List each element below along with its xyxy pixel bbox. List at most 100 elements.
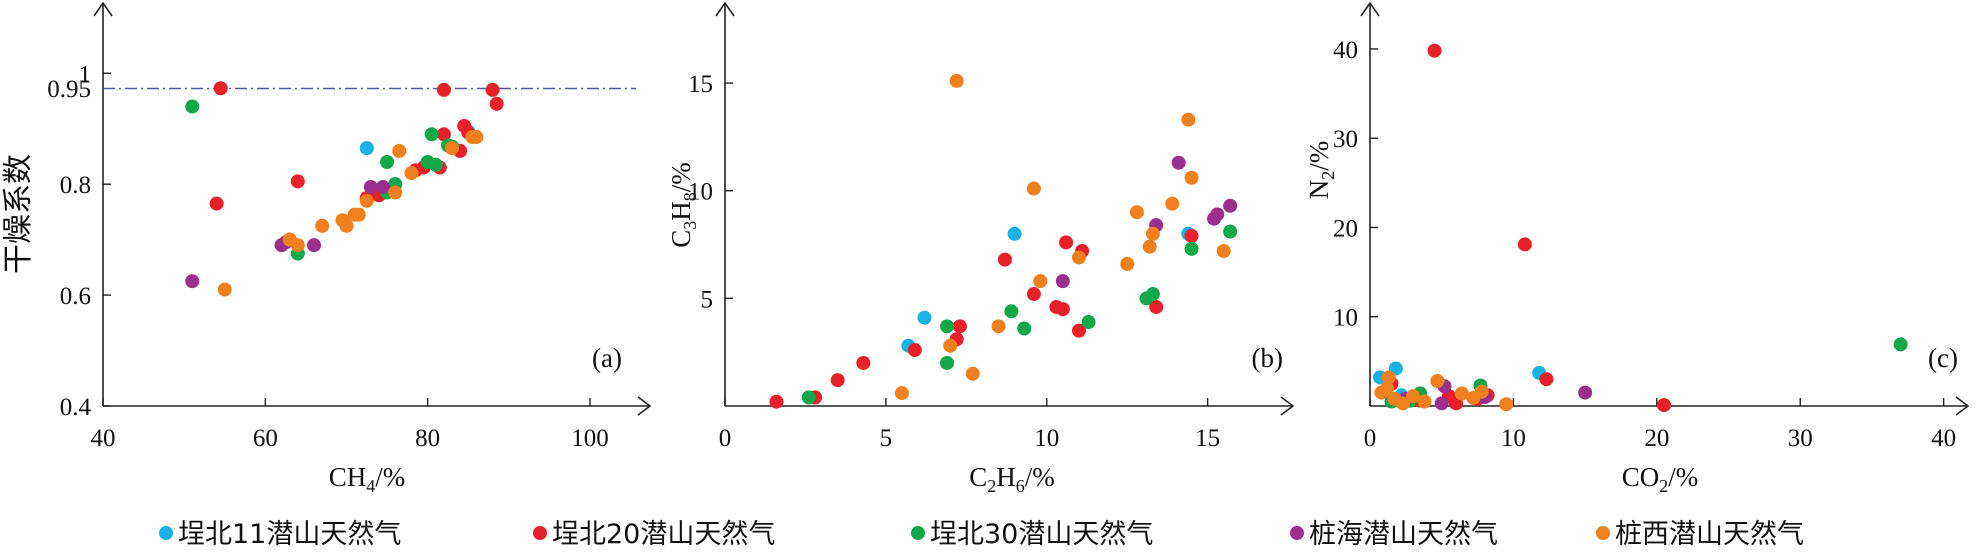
x-tick-label: 5: [880, 425, 893, 452]
data-point: [940, 319, 955, 334]
y-tick-label: 30: [1333, 126, 1358, 153]
data-point: [392, 143, 407, 158]
data-point: [1059, 235, 1074, 250]
x-tick-label: 30: [1788, 425, 1813, 452]
data-point: [1145, 226, 1160, 241]
panel-a: 0.95 40 60 80 100 0.4 0.6 0.8 1 CH4/% 干燥系数 (a): [1, 1, 652, 496]
legend-label: 埕北11潜山天然气: [178, 519, 401, 550]
legend-label: 埕北30潜山天然气: [930, 519, 1153, 550]
data-point: [1071, 250, 1086, 265]
data-point: [991, 319, 1006, 334]
data-point: [997, 252, 1012, 267]
data-point: [1454, 386, 1469, 401]
y-tick-label: 0.4: [60, 394, 92, 421]
data-point: [1430, 374, 1445, 389]
y-tick-label: 20: [1333, 215, 1358, 242]
x-tick-label: 100: [571, 425, 609, 452]
panel-a-ticks: 40 60 80 100 0.4 0.6 0.8 1: [60, 61, 609, 452]
data-point: [894, 386, 909, 401]
data-point: [1184, 241, 1199, 256]
data-point: [1539, 372, 1554, 387]
data-point: [917, 310, 932, 325]
data-point: [1406, 389, 1421, 404]
panel-b-ticks: 5 10 15 5 10 15: [688, 71, 1220, 452]
x-tick-label: 10: [1034, 425, 1059, 452]
data-point: [949, 73, 964, 88]
data-point: [856, 355, 871, 370]
data-point: [1578, 385, 1593, 400]
x-tick-label: 40: [1931, 425, 1956, 452]
panel-b-origin-label: 0: [719, 425, 732, 452]
data-point: [1893, 337, 1908, 352]
panel-b-y-label: C3H8/%: [666, 162, 700, 248]
panel-c-x-label: CO2/%: [1622, 462, 1699, 496]
legend-item: 埕北11潜山天然气: [159, 519, 401, 550]
panel-c-x-arrow: [1955, 396, 1970, 416]
panel-b: 5 10 15 5 10 15 0 C2H6/% C3H8/% (b): [666, 1, 1295, 496]
data-point: [1395, 396, 1410, 411]
legend-item: 埕北20潜山天然气: [533, 519, 775, 550]
data-point: [1017, 321, 1032, 336]
panel-c-ticks: 10 20 30 40 10 20 30 40: [1333, 37, 1956, 452]
data-point: [1181, 112, 1196, 127]
data-point: [1381, 370, 1396, 385]
legend-item: 埕北30潜山天然气: [911, 519, 1153, 550]
data-point: [1033, 274, 1048, 289]
x-tick-label: 15: [1195, 425, 1220, 452]
data-point: [489, 96, 504, 111]
panel-b-points: [769, 73, 1238, 409]
x-tick-label: 80: [415, 425, 440, 452]
data-point: [1026, 287, 1041, 302]
data-point: [1165, 196, 1180, 211]
data-point: [351, 207, 366, 222]
y-tick-label: 0.6: [60, 283, 91, 310]
data-point: [213, 81, 228, 96]
y-tick-label: 5: [701, 286, 714, 313]
data-point: [1142, 239, 1157, 254]
data-point: [1055, 302, 1070, 317]
data-point: [307, 238, 322, 253]
legend: 埕北11潜山天然气 埕北20潜山天然气 埕北30潜山天然气 桩海潜山天然气 桩西…: [159, 519, 1804, 550]
data-point: [1120, 256, 1135, 271]
data-point: [1223, 224, 1238, 239]
data-point: [185, 274, 200, 289]
panel-c-points: [1373, 43, 1908, 413]
data-point: [1216, 243, 1231, 258]
data-point: [1149, 299, 1164, 314]
panel-a-y-arrow: [93, 1, 113, 17]
legend-marker: [533, 526, 547, 540]
y-tick-label: 1: [79, 61, 92, 88]
x-tick-label: 40: [91, 425, 116, 452]
panel-a-x-arrow: [637, 396, 652, 416]
data-point: [1657, 398, 1671, 413]
panel-a-points: [185, 81, 504, 297]
data-point: [1434, 396, 1449, 411]
data-point: [1081, 315, 1096, 330]
legend-item: 桩西潜山天然气: [1596, 519, 1804, 550]
data-point: [940, 355, 955, 370]
panel-b-x-label: C2H6/%: [969, 462, 1055, 496]
data-point: [428, 157, 443, 172]
data-point: [380, 155, 395, 169]
y-tick-label: 15: [688, 71, 713, 98]
data-point: [469, 130, 484, 145]
data-point: [436, 127, 451, 142]
panel-c-y-label: N2/%: [1304, 141, 1338, 200]
data-point: [404, 166, 419, 181]
y-tick-label: 10: [1333, 305, 1358, 332]
panel-c: 10 20 30 40 10 20 30 40 0 CO2/% N2/% (c): [1304, 1, 1970, 496]
panel-b-x-arrow: [1280, 396, 1295, 416]
data-point: [339, 218, 354, 233]
panel-a-reference-label: 0.95: [47, 76, 91, 103]
data-point: [801, 390, 816, 405]
y-tick-label: 10: [688, 179, 713, 206]
data-point: [952, 319, 967, 334]
legend-label: 桩海潜山天然气: [1309, 519, 1498, 550]
legend-marker: [1290, 526, 1304, 540]
data-point: [359, 141, 374, 156]
data-point: [1223, 198, 1238, 213]
legend-label: 桩西潜山天然气: [1615, 519, 1804, 550]
data-point: [445, 141, 460, 156]
data-point: [363, 179, 378, 194]
